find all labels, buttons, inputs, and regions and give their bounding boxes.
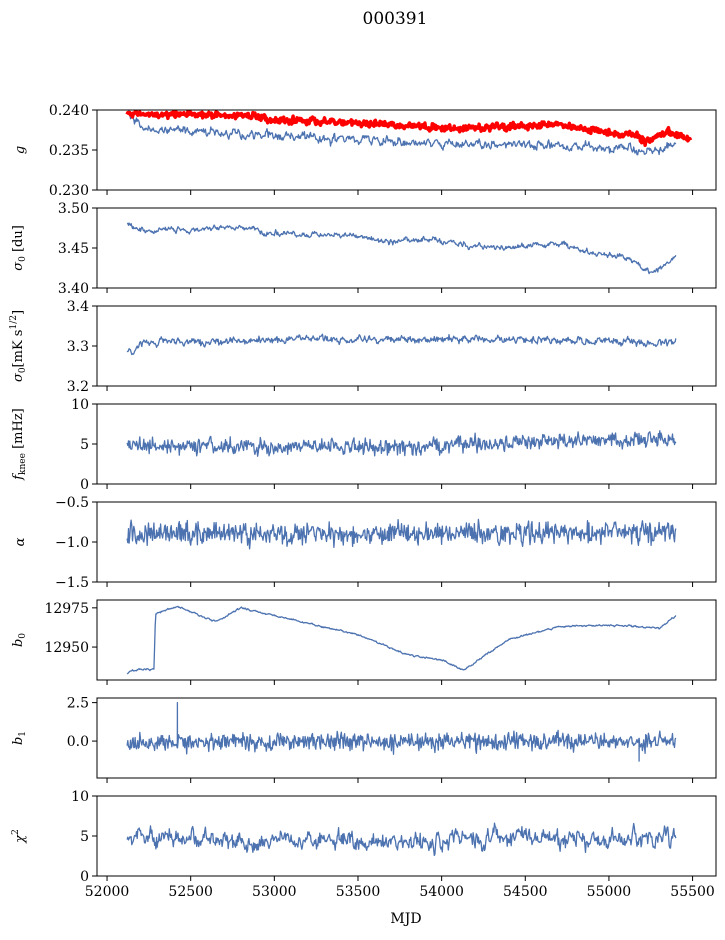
series-line-b0	[126, 605, 677, 675]
y-label-main: g	[13, 146, 28, 154]
y-tick-label: 10	[71, 789, 89, 805]
y-label-sub: 0	[18, 633, 28, 639]
subplot-8: 52000 52500 53000 53500 54000 54500 55000 55500…	[11, 789, 717, 900]
y-label-sub: knee	[18, 453, 28, 475]
x-tick-label: 53500	[336, 884, 381, 900]
subplot-4: 0 5 10 fknee [mHz]	[11, 397, 717, 493]
y-axis-label: σ0 [du]	[11, 225, 28, 271]
y-axis-label: α	[13, 537, 28, 546]
subplot-5: −1.5 −1.0 −0.5 α	[13, 495, 717, 591]
y-label-sub: 0	[18, 367, 28, 373]
x-tick-label: 52500	[168, 884, 213, 900]
x-tick-label: 52000	[85, 884, 130, 900]
series-line-alpha	[126, 518, 677, 550]
y-label-rest: [mHz]	[11, 408, 26, 453]
subplot-7: 0.0 2.5 b1	[11, 696, 717, 783]
y-label-rest: [mK s	[11, 330, 26, 368]
series-line-g_ref	[125, 110, 693, 148]
x-tick-label: 53000	[252, 884, 297, 900]
x-tick-label: 54000	[419, 884, 464, 900]
y-label-sub: 0	[18, 256, 28, 262]
y-axis-label: g	[13, 146, 28, 154]
axes-frame	[96, 599, 717, 681]
series-line-sigma0_mK	[126, 333, 677, 356]
y-axis-label: χ2	[11, 829, 28, 844]
y-tick-label: 3.3	[67, 339, 89, 355]
y-tick-label: 3.40	[58, 281, 89, 297]
y-tick-label: 2.5	[67, 696, 89, 712]
subplot-2: 3.40 3.45 3.50 σ0 [du]	[11, 201, 717, 297]
axes-frame	[96, 109, 717, 191]
subplot-6: 12950 12975 b0	[11, 599, 717, 685]
y-label-sup: 2	[11, 829, 21, 835]
y-tick-label: 12950	[44, 640, 89, 656]
axes-frame	[96, 697, 717, 779]
y-label-sub: 1	[18, 731, 28, 737]
y-label-main: f	[11, 473, 26, 481]
y-tick-label: −1.5	[55, 575, 89, 591]
y-tick-label: 3.50	[58, 201, 89, 217]
x-axis-label: MJD	[390, 911, 421, 927]
y-tick-label: 10	[71, 397, 89, 413]
series-line-fknee	[126, 430, 677, 457]
series-line-g	[127, 110, 677, 156]
y-tick-label: −1.0	[55, 535, 89, 551]
y-tick-label: −0.5	[55, 495, 89, 511]
y-tick-label: 0	[80, 477, 89, 493]
y-label-main: σ	[11, 261, 26, 271]
y-label-end: ]	[11, 310, 26, 315]
y-axis-label: σ0[mK s1/2]	[9, 310, 28, 382]
y-axis-label: b1	[11, 731, 28, 745]
series-line-b1	[126, 701, 677, 762]
y-axis-label: b0	[11, 633, 28, 647]
x-tick-label: 55500	[670, 884, 715, 900]
series-line-sigma0_du	[126, 222, 677, 275]
y-label-main: α	[13, 537, 28, 546]
y-tick-label: 3.4	[67, 299, 89, 315]
chart-title: 000391	[363, 9, 428, 29]
y-tick-label: 0.230	[49, 183, 89, 199]
y-axis-label: fknee [mHz]	[11, 408, 28, 481]
y-tick-label: 5	[80, 437, 89, 453]
y-tick-label: 12975	[44, 601, 89, 617]
x-tick-label: 54500	[503, 884, 548, 900]
y-label-sup: 1/2	[9, 315, 19, 329]
y-label-rest: [du]	[11, 225, 26, 256]
y-label-main: σ	[11, 372, 26, 382]
axes-frame	[96, 305, 717, 387]
subplot-1: 0.230 0.235 0.240 g	[13, 103, 717, 199]
subplot-3: 3.2 3.3 3.4 σ0[mK s1/2]	[9, 299, 717, 395]
y-tick-label: 0.0	[67, 734, 89, 750]
y-label-main: χ	[13, 834, 28, 844]
y-tick-label: 0	[80, 869, 89, 885]
series-line-chi2	[126, 822, 677, 857]
y-tick-label: 3.45	[58, 241, 89, 257]
y-tick-label: 0.240	[49, 103, 89, 119]
axes-frame	[96, 207, 717, 289]
y-label-main: b	[11, 737, 26, 745]
y-tick-label: 5	[80, 829, 89, 845]
y-tick-label: 0.235	[49, 143, 89, 159]
y-tick-label: 3.2	[67, 379, 89, 395]
x-tick-label: 55000	[587, 884, 632, 900]
y-label-main: b	[11, 639, 26, 647]
